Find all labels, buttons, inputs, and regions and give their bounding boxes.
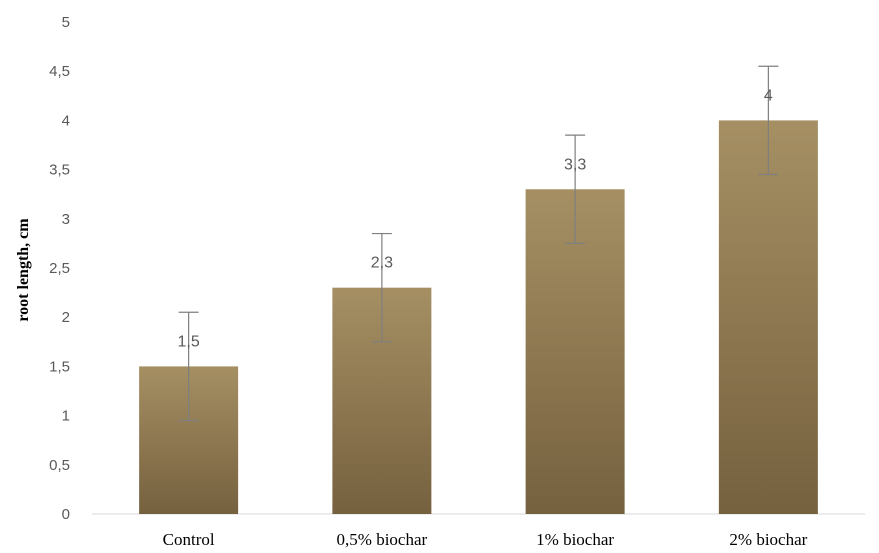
x-category-label: 2% biochar (729, 530, 807, 549)
y-tick-label: 3 (62, 211, 70, 228)
error-bar (371, 232, 392, 343)
x-axis-category-labels: Control 0,5% biochar 1% biochar 2% biochar (163, 530, 808, 549)
data-labels: 1,5 2,3 3,3 4 (178, 87, 773, 350)
y-axis-title: root length, cm (15, 218, 32, 322)
x-category-label: Control (163, 530, 215, 549)
data-label: 1,5 (178, 333, 200, 350)
y-tick-label: 1,5 (49, 358, 70, 375)
error-bar (178, 311, 199, 422)
error-bar (758, 65, 779, 176)
data-label: 4 (764, 87, 773, 104)
x-category-label: 0,5% biochar (337, 530, 428, 549)
data-label: 3,3 (564, 156, 586, 173)
y-tick-label: 3,5 (49, 162, 70, 179)
y-tick-label: 4 (62, 112, 70, 129)
y-tick-label: 2,5 (49, 260, 70, 277)
error-bars (178, 65, 779, 422)
y-tick-label: 0,5 (49, 457, 70, 474)
bars (139, 120, 818, 515)
x-category-label: 1% biochar (536, 530, 614, 549)
y-tick-label: 2 (62, 309, 70, 326)
y-tick-label: 4,5 (49, 63, 70, 80)
y-tick-label: 1 (62, 408, 70, 425)
y-tick-label: 0 (62, 506, 70, 523)
y-tick-label: 5 (62, 14, 70, 31)
data-label: 2,3 (371, 255, 393, 272)
y-axis-tick-labels: 0 0,5 1 1,5 2 2,5 3 3,5 4 4,5 5 (49, 14, 70, 523)
error-bar (565, 134, 586, 244)
bar (718, 120, 818, 515)
